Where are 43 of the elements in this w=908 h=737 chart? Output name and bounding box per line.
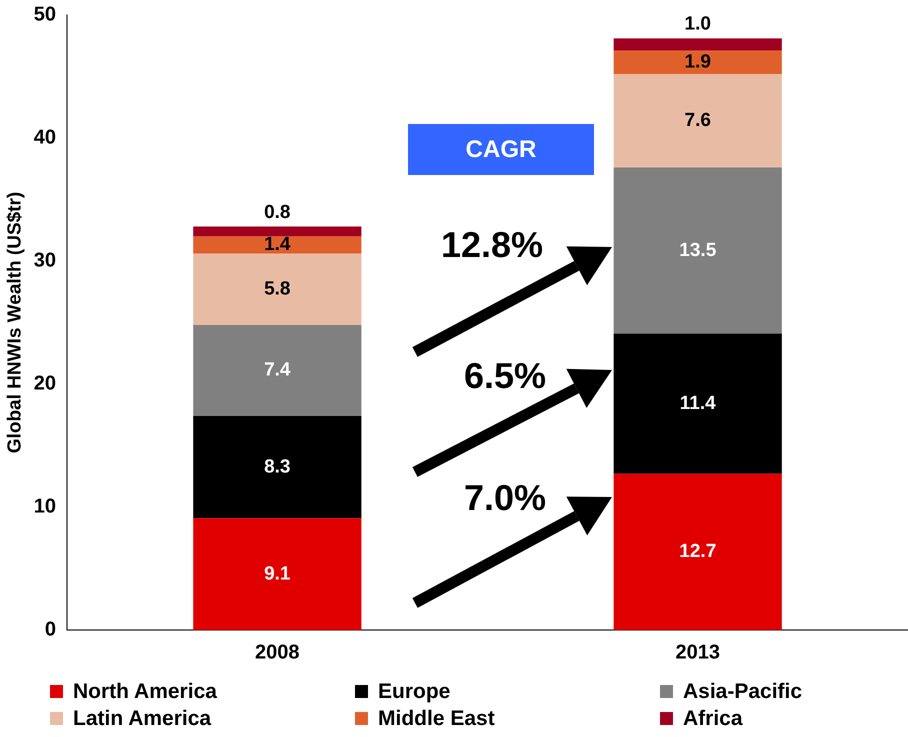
bar [193,226,362,236]
data-label: 13.5 [679,240,717,261]
bar [614,50,782,74]
x-tick-label: 2013 [676,642,720,664]
annotation: 7.0% [464,476,546,518]
bar [614,168,782,334]
bar [193,416,362,518]
data-label: 9.1 [264,563,291,584]
legend-label: Middle East [378,706,495,730]
bar [614,38,782,51]
bar [614,74,782,168]
y-tick-label: 30 [34,250,56,272]
y-tick-label: 40 [34,126,56,149]
y-axis-title: Global HNWIs Wealth (US$tr) [4,192,26,454]
data-label: 7.4 [264,360,291,381]
y-tick-label: 50 [34,4,56,26]
data-label: 12.7 [679,541,716,562]
data-label: 1.4 [264,234,291,256]
data-label: 1.0 [684,14,711,35]
bar [193,254,362,325]
y-tick-label: 0 [44,618,56,641]
legend-label: Latin America [73,706,212,730]
label-box: CAGR [408,124,594,175]
bar [614,474,782,630]
legend-label: Asia-Pacific [683,680,802,704]
bar [193,518,362,630]
legend-label: North America [73,680,217,704]
x-tick-label: 2008 [255,642,300,664]
data-label: 8.3 [264,456,290,478]
data-label: 1.9 [684,52,711,73]
y-tick-label: 20 [34,372,56,395]
data-label: 11.4 [680,392,716,414]
bar [193,236,362,254]
annotation: 12.8% [440,224,544,265]
y-tick-label: 10 [34,496,56,518]
data-label: 5.8 [264,278,290,300]
data-label: 7.6 [684,110,711,132]
bar [614,334,782,474]
bar [193,324,362,416]
data-label: 0.8 [264,202,290,223]
legend-label: Europe [378,680,450,704]
annotation: 6.5% [464,354,546,396]
legend-label: Africa [683,706,743,730]
